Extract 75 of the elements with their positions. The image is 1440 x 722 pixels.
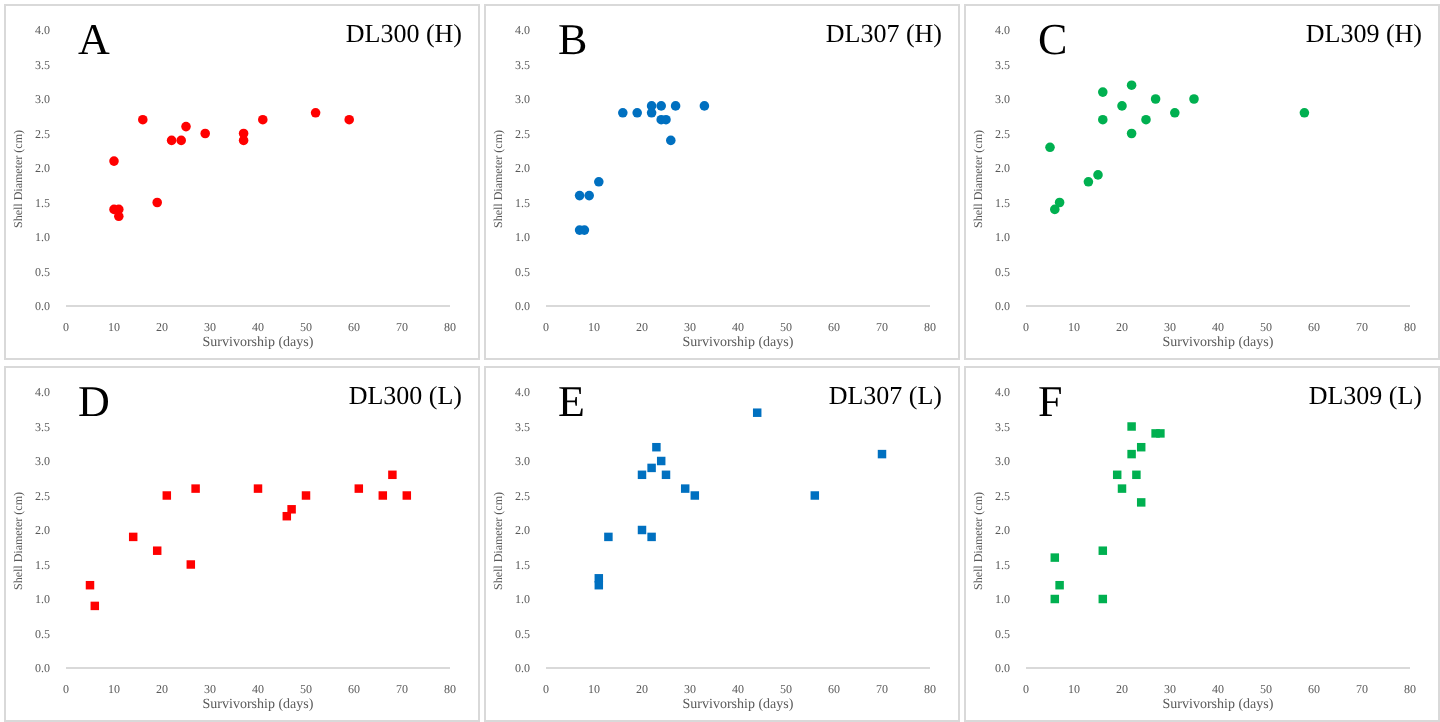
- point: [646, 108, 657, 118]
- point: [652, 442, 661, 452]
- point: [166, 135, 177, 146]
- point: [388, 470, 397, 480]
- point: [1150, 94, 1161, 104]
- point: [1127, 422, 1136, 431]
- point: [200, 128, 210, 139]
- point: [1141, 114, 1151, 125]
- annotation: E: [558, 376, 585, 426]
- point: [1045, 142, 1055, 153]
- annotation: B: [558, 14, 588, 64]
- point: [752, 408, 762, 417]
- point: [618, 108, 628, 118]
- point: [152, 197, 162, 208]
- point: [690, 491, 700, 500]
- point: [584, 190, 594, 201]
- point: [604, 532, 613, 542]
- point: [152, 546, 162, 555]
- point: [1098, 87, 1108, 97]
- point: [181, 121, 191, 132]
- point: [1098, 114, 1108, 125]
- point: [1055, 580, 1064, 590]
- point: [176, 135, 186, 146]
- point: [344, 114, 354, 125]
- annotation: A: [78, 14, 110, 64]
- point: [287, 505, 296, 514]
- point: [1093, 170, 1103, 180]
- point: [186, 560, 196, 569]
- point: [1117, 484, 1127, 493]
- annotation: F: [1038, 376, 1063, 426]
- point: [1054, 197, 1065, 208]
- point: [1170, 108, 1180, 118]
- point: [1299, 108, 1310, 118]
- chart-title: DL309 (L): [1308, 380, 1422, 412]
- point: [594, 177, 604, 187]
- point: [1126, 128, 1137, 139]
- annotation: C: [1038, 14, 1068, 64]
- point: [162, 491, 172, 500]
- point: [810, 491, 820, 500]
- point: [1136, 498, 1146, 507]
- point: [647, 532, 656, 542]
- point: [1098, 546, 1108, 555]
- chart-title: DL307 (L): [828, 380, 942, 412]
- point: [1127, 449, 1136, 459]
- annotation: D: [78, 376, 110, 426]
- point: [574, 190, 585, 201]
- point: [378, 491, 388, 500]
- point: [656, 101, 666, 111]
- point: [258, 114, 268, 125]
- point: [1083, 177, 1094, 187]
- point: [680, 484, 690, 493]
- point: [1189, 94, 1199, 104]
- point: [670, 101, 681, 111]
- point: [138, 114, 148, 125]
- point: [1050, 204, 1060, 215]
- point: [647, 463, 656, 473]
- point: [1117, 101, 1127, 111]
- point: [191, 484, 200, 493]
- chart-title: DL309 (H): [1305, 18, 1422, 50]
- point: [632, 108, 642, 118]
- point: [1050, 553, 1060, 562]
- point: [666, 135, 676, 146]
- point: [109, 156, 119, 166]
- point: [1156, 429, 1165, 438]
- point: [1132, 470, 1141, 480]
- point: [699, 101, 710, 111]
- point: [1126, 80, 1137, 90]
- chart-title: DL307 (H): [825, 18, 942, 50]
- point: [310, 108, 321, 118]
- chart-title: DL300 (L): [348, 380, 462, 412]
- chart-title: DL300 (H): [345, 18, 462, 50]
- point: [402, 491, 412, 500]
- point: [354, 484, 364, 493]
- point: [253, 484, 263, 493]
- point: [301, 491, 311, 500]
